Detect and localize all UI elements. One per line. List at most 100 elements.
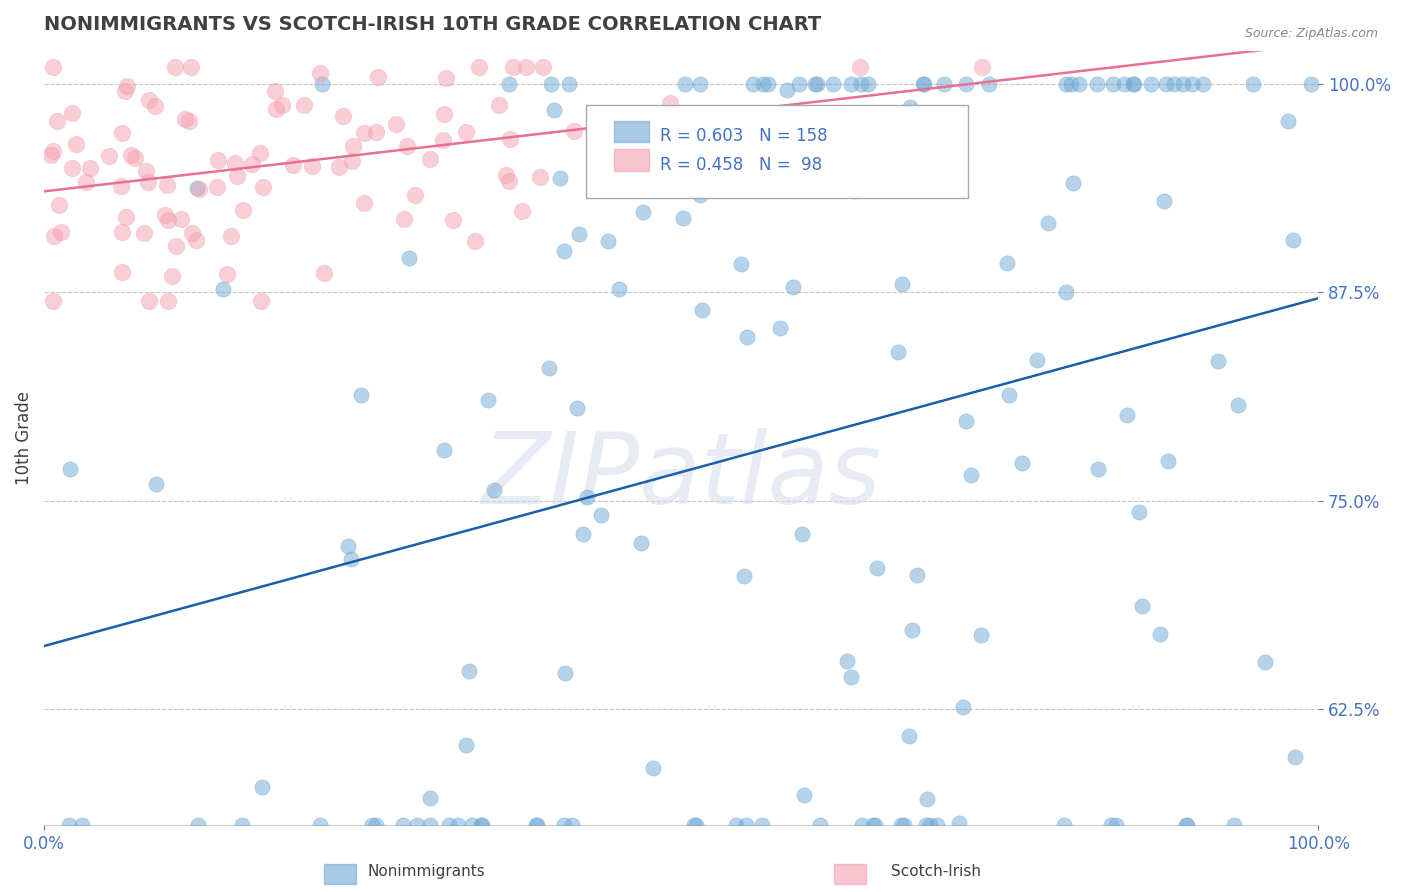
Scotch-Irish [138,293,160,308]
Scotch-Irish [153,208,176,222]
Scotch-Irish [111,265,134,279]
Nonimmigrants [955,414,977,428]
Scotch-Irish [65,137,87,152]
Nonimmigrants [856,77,879,91]
Nonimmigrants [1054,285,1077,299]
Nonimmigrants [901,623,924,637]
Text: R = 0.458   N =  98: R = 0.458 N = 98 [659,156,821,174]
Nonimmigrants [808,818,831,832]
Scotch-Irish [433,107,456,121]
Nonimmigrants [952,699,974,714]
Scotch-Irish [515,61,537,75]
Nonimmigrants [682,818,704,832]
Nonimmigrants [553,818,575,832]
Nonimmigrants [572,526,595,541]
Scotch-Irish [177,114,200,128]
Nonimmigrants [311,77,333,91]
Nonimmigrants [1036,216,1059,230]
Scotch-Irish [340,154,363,169]
Nonimmigrants [1277,114,1299,128]
Nonimmigrants [1241,77,1264,91]
Scotch-Irish [488,97,510,112]
Nonimmigrants [1011,456,1033,470]
Scotch-Irish [174,112,197,126]
Nonimmigrants [482,483,505,498]
Scotch-Irish [434,70,457,85]
Scotch-Irish [404,188,426,202]
Nonimmigrants [741,77,763,91]
Nonimmigrants [769,321,792,335]
Nonimmigrants [1174,818,1197,832]
Nonimmigrants [554,666,576,681]
Scotch-Irish [367,70,389,84]
Nonimmigrants [782,280,804,294]
Scotch-Irish [384,117,406,131]
Nonimmigrants [477,393,499,408]
Nonimmigrants [1101,77,1123,91]
Nonimmigrants [948,816,970,830]
Nonimmigrants [907,568,929,582]
Scotch-Irish [630,160,652,174]
Nonimmigrants [865,818,887,832]
Nonimmigrants [553,244,575,258]
Nonimmigrants [1052,818,1074,832]
Nonimmigrants [1223,818,1246,832]
Scotch-Irish [353,126,375,140]
Nonimmigrants [145,477,167,491]
Nonimmigrants [1163,77,1185,91]
Nonimmigrants [598,235,620,249]
Nonimmigrants [231,818,253,832]
Scotch-Irish [165,61,187,75]
Nonimmigrants [58,818,80,832]
Scotch-Irish [849,61,872,75]
Nonimmigrants [446,818,468,832]
Bar [613,120,650,142]
Nonimmigrants [1130,599,1153,613]
Nonimmigrants [835,654,858,668]
Nonimmigrants [690,302,713,317]
Scotch-Irish [270,98,292,112]
Scotch-Irish [217,268,239,282]
Nonimmigrants [920,818,942,832]
Scotch-Irish [48,198,70,212]
Scotch-Irish [562,124,585,138]
Nonimmigrants [751,818,773,832]
Nonimmigrants [565,401,588,415]
Scotch-Irish [75,175,97,189]
Nonimmigrants [1154,77,1177,91]
Scotch-Irish [232,202,254,217]
Nonimmigrants [361,818,384,832]
Nonimmigrants [912,77,935,91]
Scotch-Irish [180,61,202,75]
Scotch-Irish [49,225,72,239]
Nonimmigrants [543,103,565,117]
Nonimmigrants [792,527,814,541]
Nonimmigrants [439,818,461,832]
Nonimmigrants [925,818,948,832]
Nonimmigrants [392,818,415,832]
Scotch-Irish [970,61,993,75]
Nonimmigrants [1175,818,1198,832]
Scotch-Irish [42,228,65,243]
Scotch-Irish [42,61,65,75]
Nonimmigrants [1171,77,1194,91]
Nonimmigrants [340,552,363,566]
Nonimmigrants [689,77,711,91]
Nonimmigrants [72,818,94,832]
Nonimmigrants [309,818,332,832]
Nonimmigrants [849,77,872,91]
Scotch-Irish [165,239,187,253]
Nonimmigrants [823,120,845,135]
Nonimmigrants [733,569,755,583]
Nonimmigrants [725,818,748,832]
Nonimmigrants [914,818,936,832]
Scotch-Irish [529,170,551,185]
Bar [325,864,356,884]
Nonimmigrants [756,77,779,91]
Nonimmigrants [1122,77,1144,91]
Nonimmigrants [1181,77,1204,91]
Nonimmigrants [470,818,492,832]
Nonimmigrants [995,256,1018,270]
Nonimmigrants [893,818,915,832]
Scotch-Irish [498,174,520,188]
